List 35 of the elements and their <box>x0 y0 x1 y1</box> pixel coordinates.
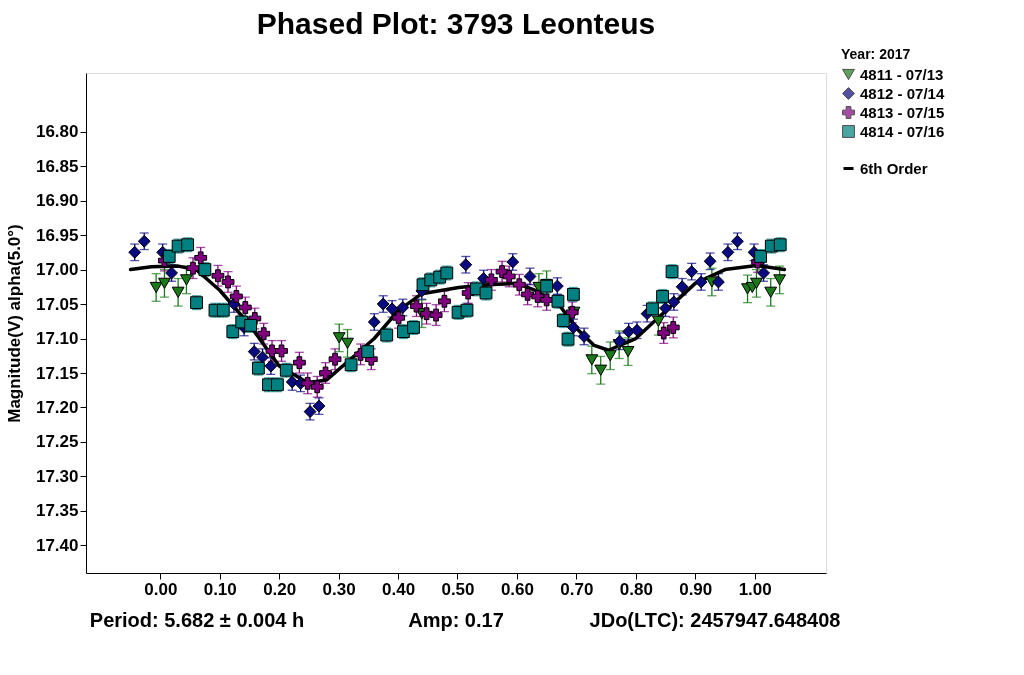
x-tick-label: 0.10 <box>203 579 237 599</box>
chart-title: Phased Plot: 3793 Leonteus <box>256 7 656 40</box>
text: Amp: 0.17 <box>408 609 504 631</box>
legend-title: Year: 2017 <box>841 46 911 62</box>
legend-label: 4814 - 07/16 <box>860 122 945 140</box>
x-tick-label: 0.40 <box>382 579 416 599</box>
x-tick-label: 0.20 <box>263 579 297 599</box>
y-tick-label: 16.90 <box>35 191 79 211</box>
text: Period: 5.682 ± 0.004 h <box>89 609 305 631</box>
x-tick-label: 1.00 <box>738 579 772 599</box>
y-tick-label: 16.85 <box>35 156 79 176</box>
y-tick-label: 16.95 <box>35 225 79 245</box>
x-tick-label: 0.30 <box>322 579 356 599</box>
legend-label: 4811 - 07/13 <box>860 65 944 83</box>
y-tick-label: 17.30 <box>35 466 79 486</box>
y-tick-label: 17.15 <box>35 363 79 383</box>
y-tick-label: 17.35 <box>35 501 79 521</box>
y-tick-label: 16.80 <box>35 122 79 142</box>
text: JDo(LTC): 2457947.648408 <box>589 609 841 631</box>
x-tick-label: 0.50 <box>441 579 475 599</box>
x-tick-label: 0.90 <box>679 579 713 599</box>
y-tick-label: 17.10 <box>35 329 79 349</box>
y-tick-label: 17.20 <box>35 397 79 417</box>
y-tick-label: 17.00 <box>35 260 79 280</box>
legend-label: 6th Order <box>860 159 928 177</box>
y-axis-title: Magnitude(V) alpha(5.0°) <box>4 224 24 423</box>
y-tick-label: 17.05 <box>35 294 79 314</box>
legend-label: 4813 - 07/15 <box>860 103 945 121</box>
x-tick-label: 0.60 <box>500 579 534 599</box>
x-tick-label: 0.80 <box>619 579 653 599</box>
x-tick-label: 0.00 <box>144 579 178 599</box>
legend-label: 4812 - 07/14 <box>860 84 945 102</box>
x-tick-label: 0.70 <box>560 579 594 599</box>
y-tick-label: 17.25 <box>35 432 79 452</box>
y-tick-label: 17.40 <box>35 535 79 555</box>
